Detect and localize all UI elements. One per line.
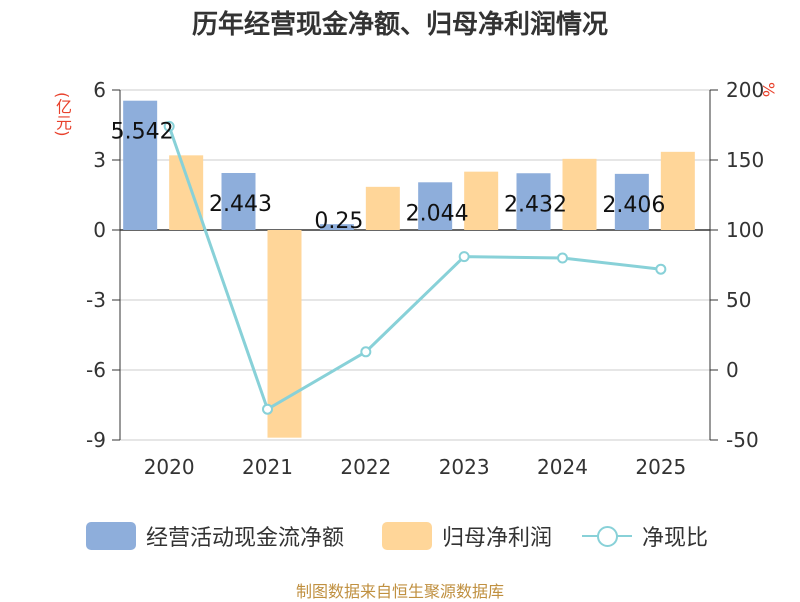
point-cash-ratio — [655, 263, 667, 275]
left-tick-label: -3 — [86, 288, 106, 312]
point-cash-ratio — [262, 403, 273, 415]
legend-item-net-profit[interactable]: 归母净利润 — [382, 518, 552, 554]
legend-item-cashflow[interactable]: 经营活动现金流净额 — [86, 518, 344, 554]
bar-cashflow — [319, 224, 354, 230]
bar-net-profit — [169, 155, 204, 230]
bar-cashflow — [418, 182, 453, 230]
bar-net-profit — [562, 158, 597, 230]
x-tick-label: 2025 — [635, 455, 686, 479]
right-tick-label: 150 — [726, 148, 764, 172]
right-tick-label: -50 — [726, 428, 759, 452]
legend-swatch-cashflow — [86, 522, 136, 550]
bar-net-profit — [267, 230, 302, 438]
left-tick-label: -6 — [86, 358, 106, 382]
legend-label-cashflow: 经营活动现金流净额 — [146, 526, 345, 551]
right-tick-label: 50 — [726, 288, 751, 312]
legend-swatch-net-profit — [382, 522, 432, 550]
bar-net-profit — [464, 171, 499, 230]
data-label-cashflow: 2.443 — [209, 192, 272, 217]
x-tick-label: 2020 — [144, 455, 195, 479]
right-tick-label: 100 — [726, 218, 764, 242]
x-tick-label: 2022 — [340, 455, 391, 479]
legend-label-net-profit: 归母净利润 — [442, 526, 553, 551]
x-tick-label: 2024 — [537, 455, 588, 479]
x-tick-label: 2023 — [439, 455, 490, 479]
bar-net-profit — [660, 151, 695, 230]
data-label-cashflow: 2.406 — [602, 193, 665, 218]
data-label-cashflow: 2.432 — [504, 192, 567, 217]
bar-cashflow — [123, 100, 158, 230]
data-label-cashflow: 2.044 — [406, 201, 469, 226]
point-cash-ratio — [360, 346, 372, 358]
left-tick-label: 0 — [93, 218, 106, 242]
right-tick-label: 200 — [726, 78, 764, 102]
right-tick-label: 0 — [726, 358, 739, 382]
left-tick-label: 6 — [93, 78, 106, 102]
x-tick-label: 2021 — [242, 455, 293, 479]
bar-cashflow — [221, 172, 256, 230]
legend-line-marker-icon — [582, 522, 632, 550]
legend: 经营活动现金流净额 归母净利润 净现比 — [0, 518, 800, 554]
point-cash-ratio — [557, 252, 568, 264]
point-cash-ratio — [163, 120, 175, 132]
bar-cashflow — [516, 173, 551, 230]
left-tick-label: 3 — [93, 148, 106, 172]
left-tick-label: -9 — [86, 428, 106, 452]
line-cash-ratio — [167, 125, 662, 412]
point-cash-ratio — [458, 251, 470, 263]
bar-cashflow — [614, 173, 649, 230]
legend-label-cash-ratio: 净现比 — [642, 526, 709, 551]
left-axis-unit: (亿元) — [53, 92, 72, 137]
bar-net-profit — [365, 186, 400, 230]
chart-title: 历年经营现金净额、归母净利润情况 — [191, 10, 608, 40]
legend-item-cash-ratio[interactable]: 净现比 — [582, 518, 708, 554]
source-note: 制图数据来自恒生聚源数据库 — [295, 582, 504, 601]
data-label-cashflow: 0.25 — [314, 209, 363, 234]
data-label-cashflow: 5.542 — [111, 120, 174, 145]
